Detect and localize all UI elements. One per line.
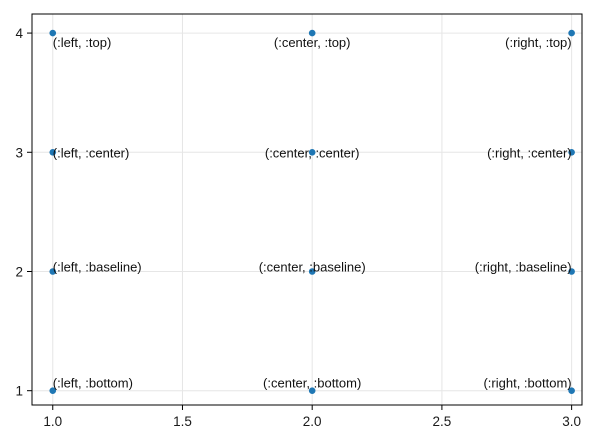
data-point — [49, 148, 57, 156]
point-label: (:center, :center) — [265, 145, 360, 160]
data-point — [49, 29, 57, 37]
y-tick-label: 1 — [15, 384, 23, 399]
point-label: (:center, :top) — [274, 35, 351, 50]
data-points — [49, 29, 575, 394]
data-point — [308, 387, 316, 394]
data-point — [308, 148, 316, 156]
axis-ticks: 1.0 1.5 2.0 2.5 3.0 1 2 3 4 — [15, 26, 581, 429]
point-label: (:center, :baseline) — [259, 259, 366, 274]
x-tick-label: 2.0 — [303, 414, 322, 429]
y-tick-label: 2 — [15, 264, 23, 279]
x-tick-label: 1.0 — [43, 414, 62, 429]
data-point — [49, 268, 57, 275]
data-point — [308, 268, 316, 275]
data-point — [568, 268, 575, 275]
x-tick-label: 3.0 — [562, 414, 581, 429]
point-label: (:center, :bottom) — [263, 376, 361, 391]
y-tick-label: 3 — [15, 145, 23, 160]
point-label: (:left, :center) — [53, 145, 130, 160]
y-tick-label: 4 — [15, 26, 23, 41]
point-label: (:left, :top) — [53, 35, 112, 50]
point-label: (:right, :bottom) — [483, 376, 571, 391]
data-point — [568, 29, 575, 37]
data-point — [308, 29, 316, 37]
point-label: (:left, :bottom) — [53, 376, 133, 391]
point-label: (:right, :center) — [487, 145, 572, 160]
plot-frame — [31, 13, 583, 406]
grid-lines — [32, 14, 582, 405]
x-tick-label: 1.5 — [173, 414, 192, 429]
point-label: (:right, :baseline) — [475, 259, 572, 274]
point-label: (:right, :top) — [505, 35, 571, 50]
point-label: (:left, :baseline) — [53, 259, 142, 274]
data-point — [568, 387, 575, 394]
data-point — [49, 387, 57, 394]
data-point — [568, 148, 575, 156]
point-labels: (:left, :top) (:center, :top) (:right, :to… — [53, 35, 572, 391]
x-tick-label: 2.5 — [433, 414, 452, 429]
